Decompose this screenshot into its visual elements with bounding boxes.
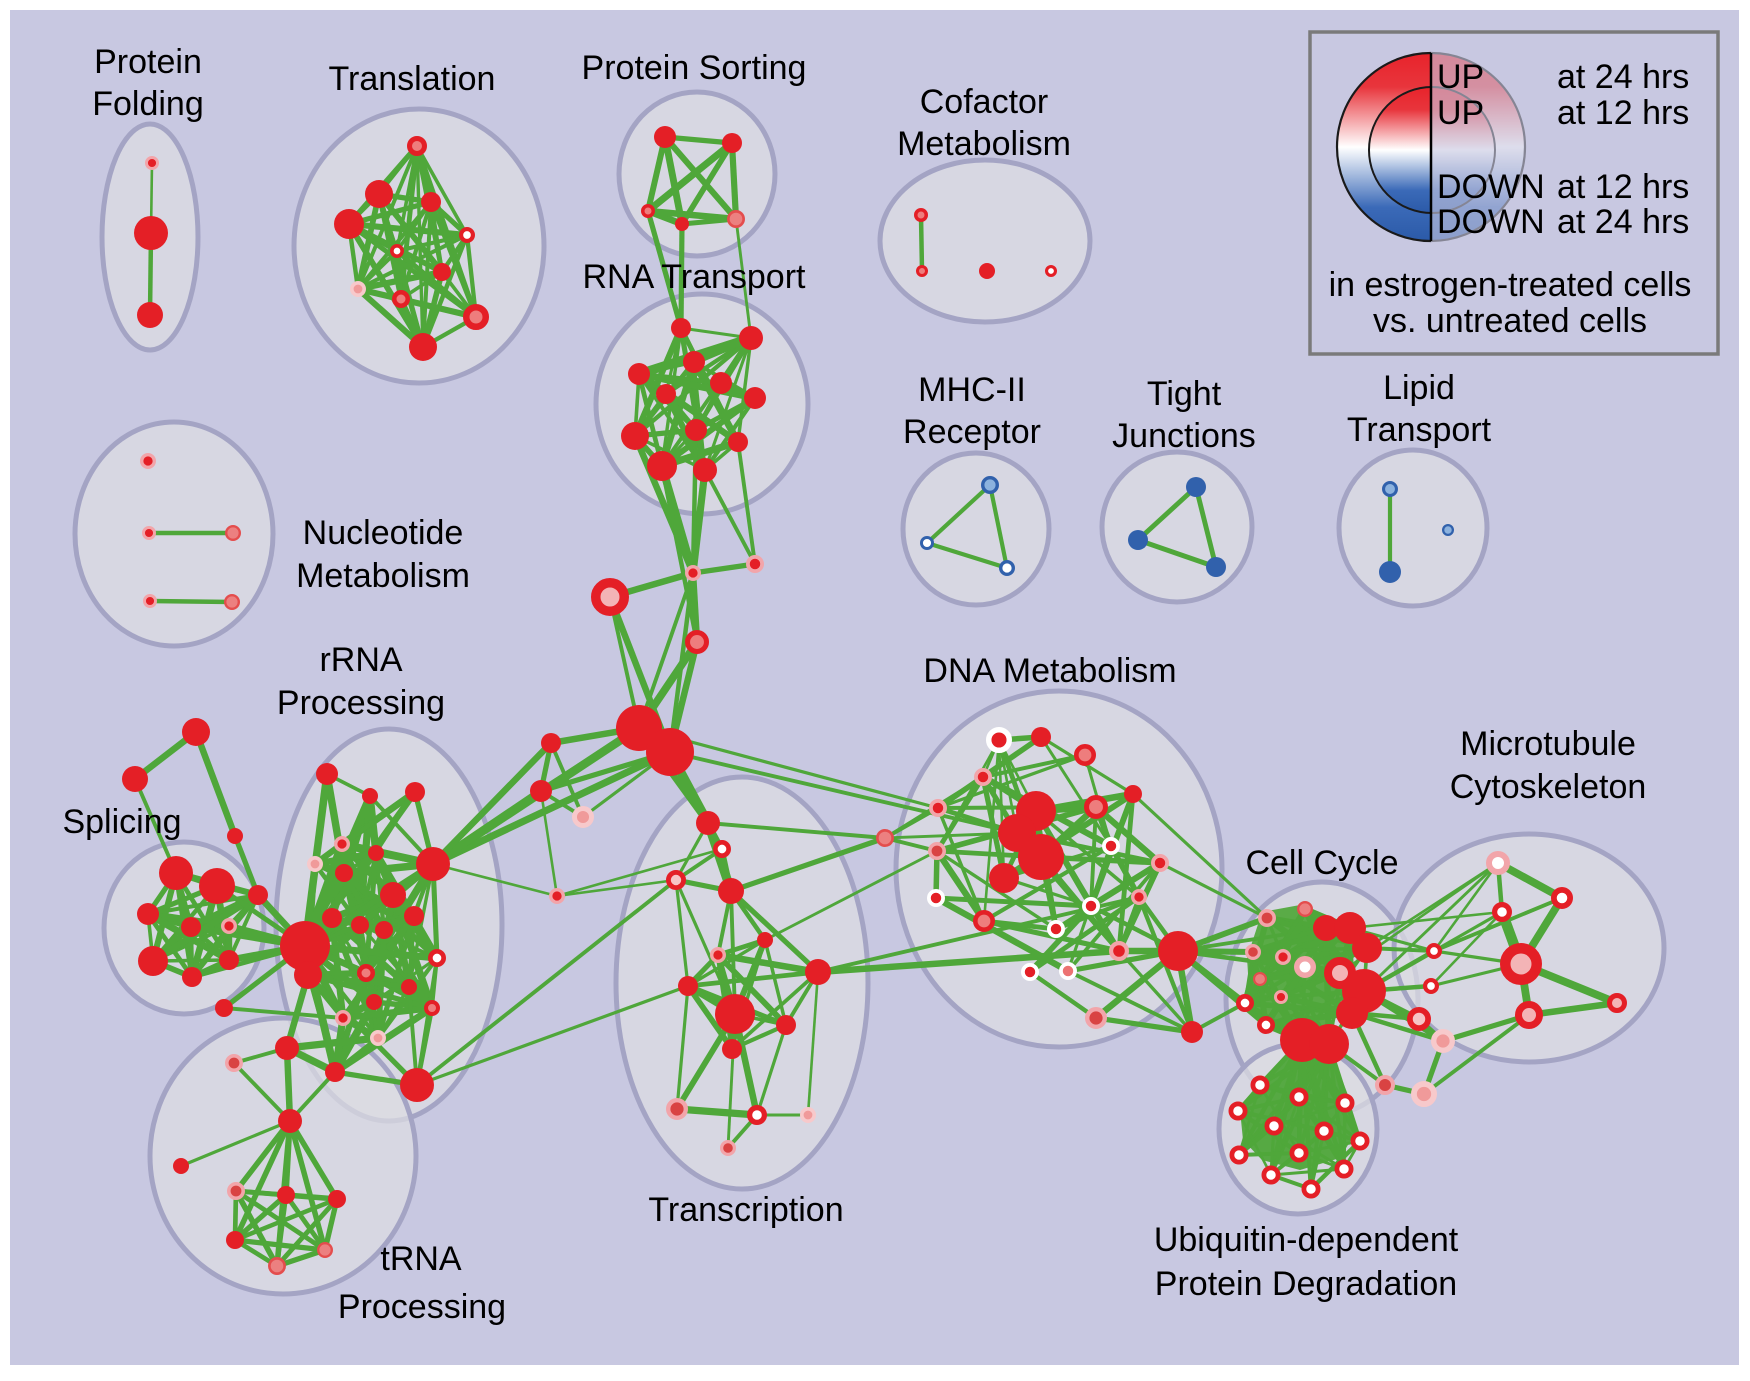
svg-text:at 12 hrs: at 12 hrs <box>1557 168 1689 206</box>
svg-text:at 24 hrs: at 24 hrs <box>1557 203 1689 241</box>
svg-text:Ubiquitin-dependent: Ubiquitin-dependent <box>1154 1221 1459 1259</box>
svg-text:Protein Sorting: Protein Sorting <box>582 49 807 87</box>
svg-text:Folding: Folding <box>92 85 204 123</box>
svg-text:Splicing: Splicing <box>62 803 181 841</box>
svg-text:Tight: Tight <box>1147 375 1222 413</box>
svg-text:at 24 hrs: at 24 hrs <box>1557 58 1689 96</box>
svg-text:Transcription: Transcription <box>648 1191 843 1229</box>
svg-text:Metabolism: Metabolism <box>897 125 1071 163</box>
svg-text:Receptor: Receptor <box>903 413 1041 451</box>
svg-text:Protein Degradation: Protein Degradation <box>1155 1265 1457 1303</box>
svg-text:in estrogen-treated cells: in estrogen-treated cells <box>1329 266 1692 304</box>
svg-text:vs. untreated cells: vs. untreated cells <box>1373 302 1647 340</box>
svg-text:DOWN: DOWN <box>1437 203 1545 241</box>
svg-text:Cytoskeleton: Cytoskeleton <box>1450 768 1647 806</box>
svg-text:Protein: Protein <box>94 43 202 81</box>
svg-text:Cofactor: Cofactor <box>920 83 1049 121</box>
svg-text:Lipid: Lipid <box>1383 369 1455 407</box>
svg-text:UP: UP <box>1437 94 1484 132</box>
svg-text:Processing: Processing <box>338 1288 506 1326</box>
svg-text:Translation: Translation <box>329 60 496 98</box>
svg-text:Microtubule: Microtubule <box>1460 725 1636 763</box>
svg-text:Transport: Transport <box>1347 411 1492 449</box>
svg-text:Junctions: Junctions <box>1112 417 1256 455</box>
svg-text:Processing: Processing <box>277 684 445 722</box>
svg-text:DOWN: DOWN <box>1437 168 1545 206</box>
svg-text:UP: UP <box>1437 58 1484 96</box>
svg-text:Nucleotide: Nucleotide <box>303 514 464 552</box>
svg-text:DNA Metabolism: DNA Metabolism <box>923 652 1176 690</box>
svg-text:MHC-II: MHC-II <box>918 371 1026 409</box>
svg-text:Metabolism: Metabolism <box>296 557 470 595</box>
svg-text:tRNA: tRNA <box>380 1240 462 1278</box>
svg-text:Cell Cycle: Cell Cycle <box>1245 844 1398 882</box>
svg-text:at 12 hrs: at 12 hrs <box>1557 94 1689 132</box>
svg-text:rRNA: rRNA <box>319 641 402 679</box>
svg-text:RNA Transport: RNA Transport <box>583 258 807 296</box>
